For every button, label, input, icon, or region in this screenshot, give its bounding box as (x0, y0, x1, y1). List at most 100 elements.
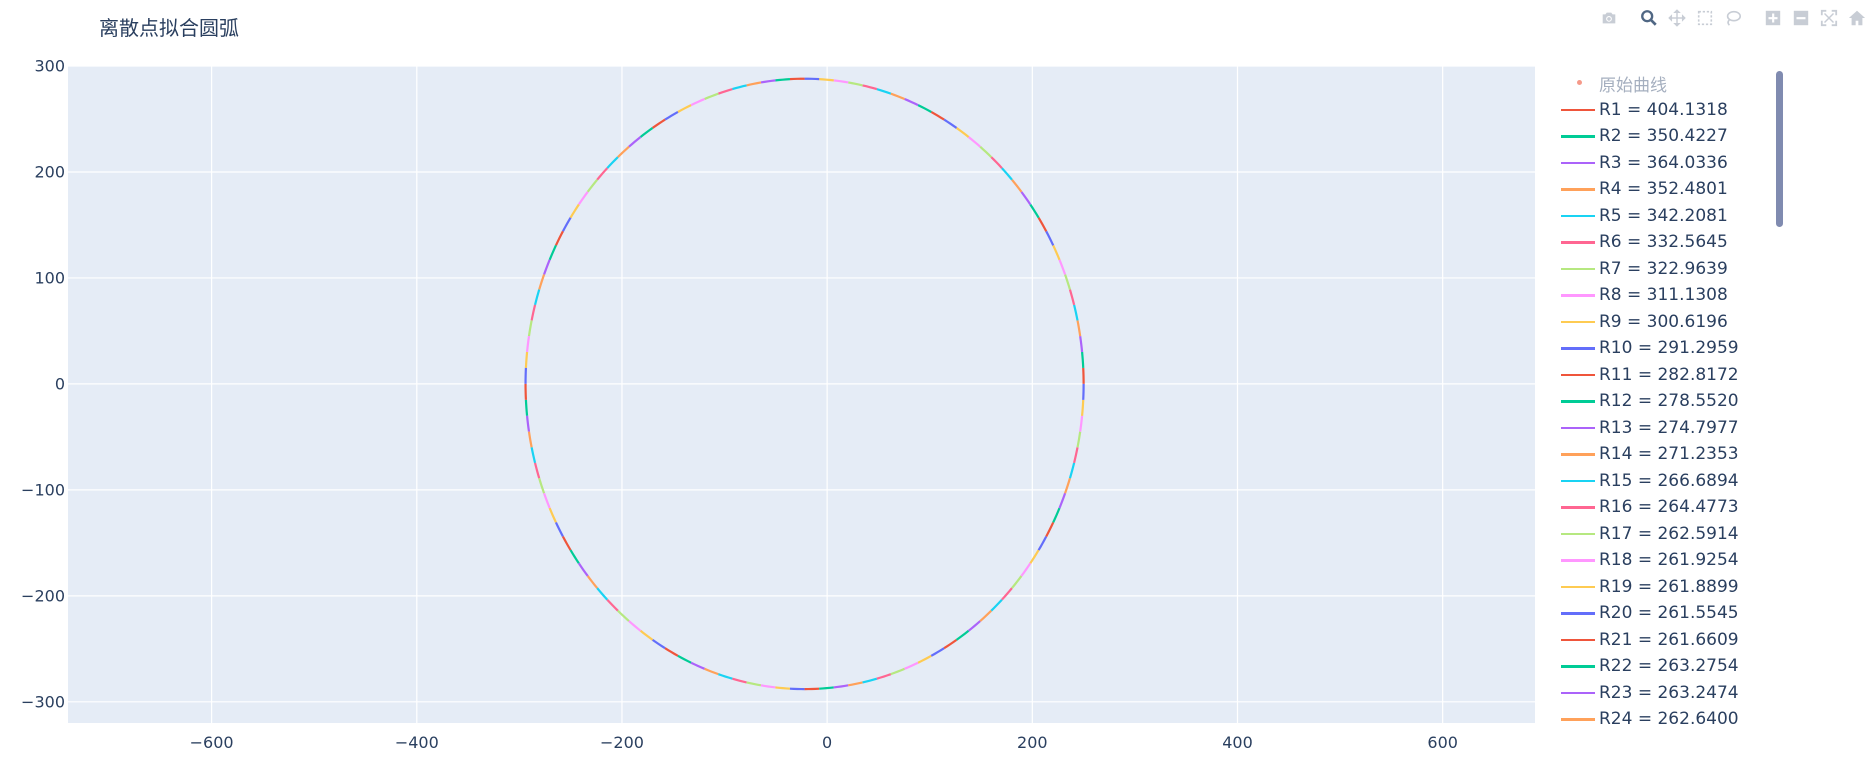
arc-segment (890, 92, 905, 101)
arc-segment (554, 230, 564, 246)
arc-segment (862, 677, 878, 684)
legend-line (1561, 665, 1595, 668)
legend-item[interactable]: R14 = 271.2353 (1555, 441, 1780, 467)
arc-segment (1080, 399, 1085, 416)
legend-line (1561, 585, 1595, 588)
legend-line (1561, 135, 1595, 138)
legend-label: R2 = 350.4227 (1599, 126, 1728, 146)
legend-item[interactable]: R17 = 262.5914 (1555, 521, 1780, 547)
box-select-icon[interactable] (1694, 7, 1716, 29)
arc-segment (746, 81, 762, 87)
legend-label: R6 = 332.5645 (1599, 232, 1728, 252)
arc-segment (1011, 178, 1023, 193)
legend-item[interactable]: R2 = 350.4227 (1555, 123, 1780, 149)
legend-swatch (1555, 680, 1595, 706)
zoom-out-icon[interactable] (1790, 7, 1812, 29)
arc-segment (930, 111, 945, 121)
legend-swatch (1555, 256, 1595, 282)
arc-segment (732, 84, 747, 91)
legend-item[interactable]: R16 = 264.4773 (1555, 494, 1780, 520)
arc-segment (990, 598, 1003, 612)
legend-swatch (1555, 123, 1595, 149)
plot-background[interactable] (68, 66, 1535, 723)
legend-item[interactable]: R8 = 311.1308 (1555, 282, 1780, 308)
legend-line (1561, 161, 1595, 164)
legend-item[interactable]: R18 = 261.9254 (1555, 547, 1780, 573)
legend-line (1561, 373, 1595, 376)
legend-swatch (1555, 97, 1595, 123)
modebar-group-drag (1638, 7, 1744, 29)
legend-item[interactable]: R11 = 282.8172 (1555, 362, 1780, 388)
legend-item[interactable]: R24 = 262.6400 (1555, 706, 1780, 726)
x-axis: −600 −400 −200 0 200 400 600 (190, 733, 1458, 752)
legend-item[interactable]: R22 = 263.2754 (1555, 653, 1780, 679)
pan-icon[interactable] (1666, 7, 1688, 29)
legend-item[interactable]: R10 = 291.2959 (1555, 335, 1780, 361)
legend-item[interactable]: 原始曲线 (1555, 70, 1780, 96)
legend-swatch (1555, 627, 1595, 653)
arc-segment (617, 609, 630, 622)
legend-item[interactable]: R4 = 352.4801 (1555, 176, 1780, 202)
arc-segment (979, 609, 993, 622)
legend-swatch (1555, 176, 1595, 202)
arc-segment (628, 620, 642, 632)
legend-line (1561, 559, 1595, 562)
legend-item[interactable]: R19 = 261.8899 (1555, 574, 1780, 600)
legend-item[interactable]: R20 = 261.5545 (1555, 600, 1780, 626)
camera-icon[interactable] (1598, 7, 1620, 29)
arc-segment (1052, 507, 1061, 523)
legend-item[interactable]: R12 = 278.5520 (1555, 388, 1780, 414)
autoscale-icon[interactable] (1818, 7, 1840, 29)
arc-segment (561, 217, 572, 232)
arc-segment (690, 661, 706, 670)
arc-segment (862, 84, 878, 91)
arc-segment (1011, 575, 1023, 589)
arc-segment (1020, 191, 1032, 206)
zoom-in-icon[interactable] (1762, 7, 1784, 29)
zoom-icon[interactable] (1638, 7, 1660, 29)
legend-item[interactable]: R3 = 364.0336 (1555, 150, 1780, 176)
legend-label: R5 = 342.2081 (1599, 205, 1728, 226)
legend-item[interactable]: R15 = 266.6894 (1555, 468, 1780, 494)
legend-swatch (1555, 415, 1595, 441)
legend-marker (1577, 80, 1582, 85)
legend-item[interactable]: R7 = 322.9639 (1555, 256, 1780, 282)
legend-item[interactable]: R23 = 263.2474 (1555, 680, 1780, 706)
legend-label: R8 = 311.1308 (1599, 285, 1728, 305)
arc-segment (1058, 492, 1067, 509)
arc-segment (639, 127, 654, 138)
arc-segment (1068, 462, 1076, 479)
arc-segment (904, 661, 919, 670)
legend-item[interactable]: R13 = 274.7977 (1555, 415, 1780, 441)
arc-segment (775, 686, 791, 690)
lasso-icon[interactable] (1722, 7, 1744, 29)
arc-segment (1064, 477, 1072, 494)
home-icon[interactable] (1846, 7, 1868, 29)
legend-swatch (1555, 150, 1595, 176)
arc-segment (717, 88, 733, 95)
legend-line (1561, 267, 1595, 270)
arc-segment (717, 673, 733, 680)
legend-item[interactable]: R9 = 300.6196 (1555, 309, 1780, 335)
arc-segment (524, 351, 529, 368)
legend-item[interactable]: R6 = 332.5645 (1555, 229, 1780, 255)
legend-item[interactable]: R21 = 261.6609 (1555, 627, 1780, 653)
arc-segment (876, 673, 892, 680)
arc-segment (554, 521, 564, 538)
x-tick-label: 200 (1017, 733, 1048, 752)
legend-label: R13 = 274.7977 (1599, 417, 1739, 438)
arc-segment (955, 127, 970, 138)
arc-segment (628, 136, 642, 148)
legend-line (1561, 400, 1595, 403)
legend-item[interactable]: R1 = 404.1318 (1555, 97, 1780, 123)
arc-segment (1037, 535, 1048, 551)
legend-scrollbar[interactable] (1776, 71, 1783, 227)
arc-segment (543, 259, 551, 275)
legend-line (1561, 188, 1595, 191)
modebar-group-download (1598, 7, 1620, 29)
arc-segment (1052, 244, 1061, 261)
arc-segment (1045, 521, 1055, 538)
legend-item[interactable]: R5 = 342.2081 (1555, 203, 1780, 229)
arc-segment (577, 562, 589, 577)
